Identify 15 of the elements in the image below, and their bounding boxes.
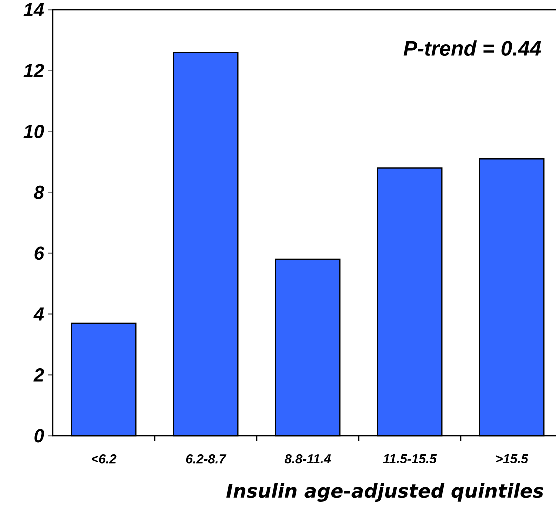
y-tick-label: 2	[34, 368, 44, 382]
x-tick-label: 6.2-8.7	[186, 454, 227, 464]
x-axis-title: Insulin age-adjusted quintiles	[226, 484, 544, 502]
annotation: P-trend = 0.44	[404, 40, 542, 56]
y-tick-label: 8	[34, 186, 44, 200]
y-tick-label: 14	[24, 3, 44, 17]
y-tick-label: 6	[34, 246, 45, 260]
y-tick-label: 4	[34, 308, 44, 321]
x-tick-label: 11.5-15.5	[383, 454, 438, 464]
y-tick-label: 12	[24, 64, 44, 78]
y-tick-label: 10	[24, 125, 44, 138]
x-tick-label: <6.2	[92, 454, 117, 464]
x-tick-label: >15.5	[496, 454, 529, 464]
y-tick-label: 0	[34, 429, 44, 443]
x-tick-label: 8.8-11.4	[284, 454, 332, 464]
